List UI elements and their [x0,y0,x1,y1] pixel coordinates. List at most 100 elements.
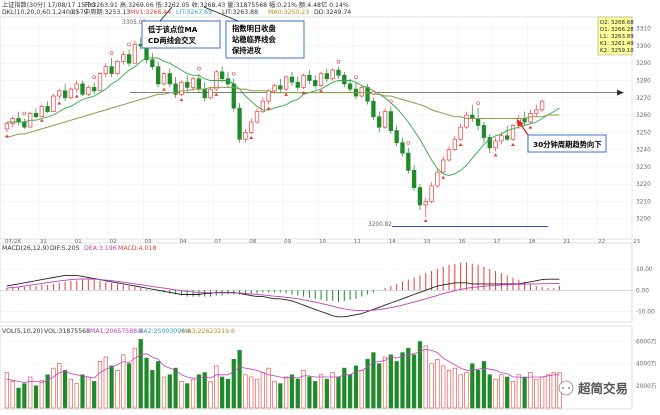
volume-bar [371,352,376,409]
candle-body [74,83,79,90]
price-tick-label: 3250 [636,130,651,136]
trend-note-arrow [519,122,529,136]
candle-body [272,85,277,92]
candle-body [313,80,318,87]
vol-value: VOL:31875568 [44,328,90,335]
volume-ma-line [6,348,560,383]
candle-body [342,74,347,85]
candle-body [167,73,172,85]
ohlc-readout: 开:3263.91 高:3269.06 低:3262.05 收:3268.43 … [84,1,349,9]
volume-bar [254,378,260,409]
candle-body [441,159,446,173]
daily-note-line1: 指数明日收盘 [232,24,276,33]
volume-bar [353,365,359,409]
volume-bar [272,381,277,409]
sell-marker-icon [22,111,27,116]
buy-marker-icon [423,218,428,222]
candle-body [382,111,388,128]
volume-bar [481,361,487,409]
candle-body [435,171,440,187]
volume-bar [528,372,533,409]
volume-bar [539,376,545,409]
volume-bar [522,376,527,409]
buy-marker-icon [458,142,463,146]
candle-body [68,88,74,99]
candle-body [458,126,463,140]
trend-note-box [527,134,607,153]
volume-bar [441,365,446,409]
candle-body [452,138,457,150]
candle-body [39,106,44,118]
candle-body [156,66,161,85]
volume-bar [109,365,114,409]
ma-line [6,86,560,138]
price-tick-label: 3220 [636,182,651,188]
daily-note-line3: 保持进攻 [231,46,262,55]
macd-tick-label: 10.00 [636,267,653,273]
volume-bar [10,381,15,409]
indicator-value: 3263.89 [611,34,634,40]
dkl-item: MV1:3266.44 [130,9,171,16]
indicator-label: K2: [600,48,609,54]
x-tick-label: 07 [214,239,221,245]
volume-bar [179,381,184,409]
daily-note-line2: 站稳临界线会 [232,35,276,44]
trend-note: 30分钟周期趋势向下 [517,119,607,153]
price-tick-label: 3260 [636,113,651,119]
macd-label: MACD(26,12,9) [2,245,49,252]
trend-arrow-head-icon [517,119,524,126]
chart-title: 上证指数(30分) 17/08/17 15:00 [2,1,95,9]
dkl-items: 中周期:3253.13 MV1:3266.44 LIT:3267.69 LIT:326… [84,8,351,16]
macd-header: MACD(26,12,9) DIF:5.205 DEA:3.196 MACD:4… [2,245,156,252]
volume-bar [324,378,329,409]
x-tick-label: 09 [284,239,291,245]
vol-tick-label: 4000万 [636,361,657,368]
sell-marker-icon [476,101,480,105]
volume-bar [115,370,120,409]
candle-body [97,73,103,92]
buy-marker-icon [266,106,271,110]
candle-body [330,69,335,80]
macd-note-box [141,20,221,49]
price-tick-label: 3300 [636,44,651,50]
volume-bar [103,356,108,409]
candle-body [505,135,510,140]
reference-arrow-icon [617,89,624,96]
macd-note: 低于该点位MA CD两线会交叉 [141,6,221,49]
volume-bar [388,354,393,409]
sell-marker-icon [406,141,411,145]
macd-dea: DEA:3.196 [84,245,117,252]
indicator-value: 3268.68 [611,20,634,26]
volume-bar [39,380,44,409]
volume-bars [4,339,562,409]
buy-marker-icon [179,98,184,102]
buy-marker-icon [493,153,498,157]
buy-marker-icon [528,125,533,129]
candle-body [324,73,330,80]
candle-body [493,140,498,149]
candle-body [347,83,353,90]
volume-bar [493,378,498,409]
price-panel-frame [0,16,633,240]
price-tick-label: 3270 [636,96,651,102]
candle-body [62,90,68,99]
daily-note: 指数明日收盘 站稳临界线会 保持进攻 [203,6,305,59]
x-tick-label: 14 [389,239,396,245]
candle-body [103,66,108,74]
volume-bar [516,374,521,409]
volume-bar [126,363,132,409]
candle-body [539,100,545,111]
buy-marker-icon [319,89,324,93]
candle-body [249,121,254,133]
candle-body [92,87,97,92]
indicator-label: D1: [600,27,610,33]
candle-body [161,73,167,85]
candle-body [57,90,62,97]
volume-bar [551,372,556,409]
dkl-value: 0.579 [70,9,88,16]
macd-panel-frame [0,242,633,323]
buy-marker-icon [441,175,446,179]
volume-bar [534,378,539,409]
